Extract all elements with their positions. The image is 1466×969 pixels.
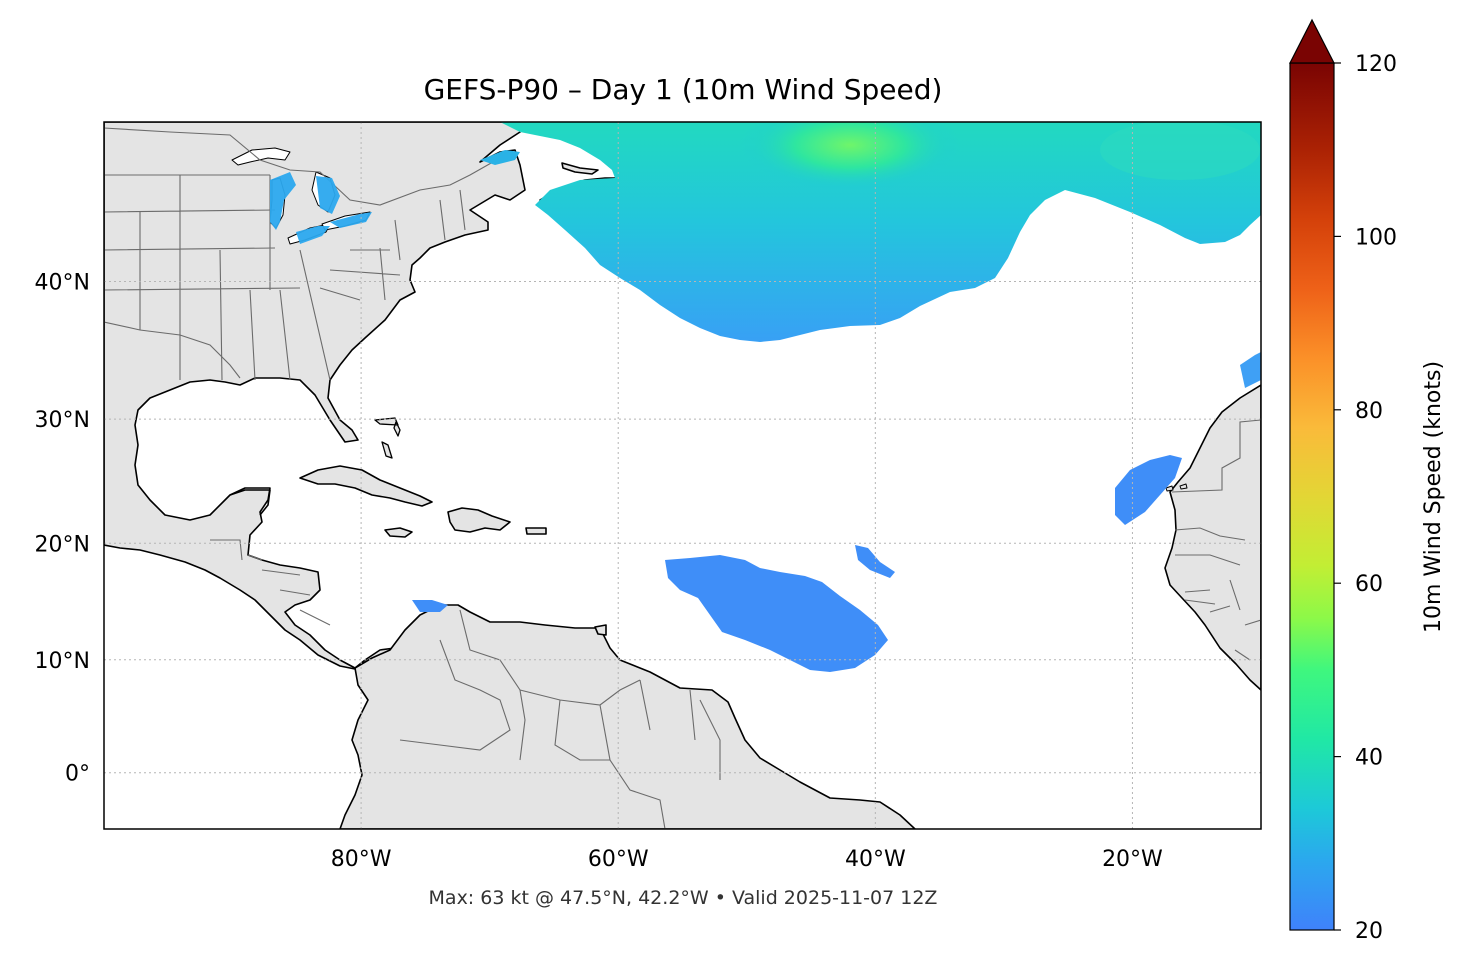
map-footer-max-info: Max: 63 kt @ 47.5°N, 42.2°W • Valid 2025… xyxy=(429,887,938,909)
anticosti-island xyxy=(561,162,599,175)
wind-field-caribbean-small xyxy=(412,600,448,612)
jamaica-land xyxy=(384,527,413,538)
colorbar-gradient xyxy=(1289,62,1335,931)
map-panel xyxy=(104,122,1261,829)
south-america-borders xyxy=(399,609,721,829)
us-mexico-border xyxy=(104,321,241,379)
lon-tick-label: 20°W xyxy=(1102,847,1163,872)
yucatan-outline xyxy=(229,489,271,516)
colorbar: 20 40 60 80 100 120 10m Wind Speed (knots) xyxy=(1289,18,1446,944)
central-america-borders xyxy=(210,539,331,626)
lat-tick-label: 20°N xyxy=(35,532,90,557)
puerto-rico-land xyxy=(525,527,547,535)
canary-islands xyxy=(1165,483,1188,492)
wind-field-iberia-offshore xyxy=(1240,352,1261,388)
wind-field-canaries xyxy=(1115,455,1182,525)
wind-field-tropical-atlantic xyxy=(665,555,888,672)
colorbar-tick-label: 40 xyxy=(1355,746,1383,771)
colorbar-label: 10m Wind Speed (knots) xyxy=(1421,361,1446,633)
lon-tick-label: 40°W xyxy=(845,847,906,872)
wind-speed-overlay xyxy=(270,122,1261,672)
colorbar-tick-label: 60 xyxy=(1355,572,1383,597)
lon-tick-labels: 80°W 60°W 40°W 20°W xyxy=(331,847,1163,872)
africa-land xyxy=(1164,384,1261,691)
colorbar-tick-label: 100 xyxy=(1355,225,1397,250)
lat-tick-label: 0° xyxy=(65,762,90,787)
wind-max-core xyxy=(740,122,960,190)
us-state-lines xyxy=(104,174,466,381)
cuba-land xyxy=(299,465,433,507)
south-america-land xyxy=(339,604,916,829)
colorbar-extend-max-triangle xyxy=(1289,18,1335,64)
map-title: GEFS-P90 – Day 1 (10m Wind Speed) xyxy=(424,73,943,106)
wind-patch-tropical-north xyxy=(855,545,895,578)
wind-field-gulf-stlawrence xyxy=(480,150,520,165)
lake-superior xyxy=(231,147,291,166)
lat-tick-label: 40°N xyxy=(35,271,90,296)
map-frame xyxy=(103,121,1262,830)
lon-tick-label: 80°W xyxy=(331,847,392,872)
africa-borders xyxy=(1171,419,1261,661)
hispaniola-land xyxy=(447,507,511,533)
lat-tick-label: 30°N xyxy=(35,408,90,433)
wind-field-great-lakes xyxy=(270,172,372,244)
lat-tick-label: 10°N xyxy=(35,649,90,674)
colorbar-tick-label: 20 xyxy=(1355,919,1383,944)
trinidad-island xyxy=(594,624,607,636)
lat-tick-labels: 40°N 30°N 20°N 10°N 0° xyxy=(35,271,90,787)
colorbar-tick-label: 120 xyxy=(1355,52,1397,77)
bahamas-islands xyxy=(374,417,401,459)
wind-secondary-core xyxy=(1100,122,1260,180)
wind-field-north-atlantic xyxy=(500,122,1261,342)
colorbar-tick-label: 80 xyxy=(1355,399,1383,424)
lon-tick-label: 60°W xyxy=(588,847,649,872)
colorbar-ticks: 20 40 60 80 100 120 xyxy=(1334,52,1397,944)
